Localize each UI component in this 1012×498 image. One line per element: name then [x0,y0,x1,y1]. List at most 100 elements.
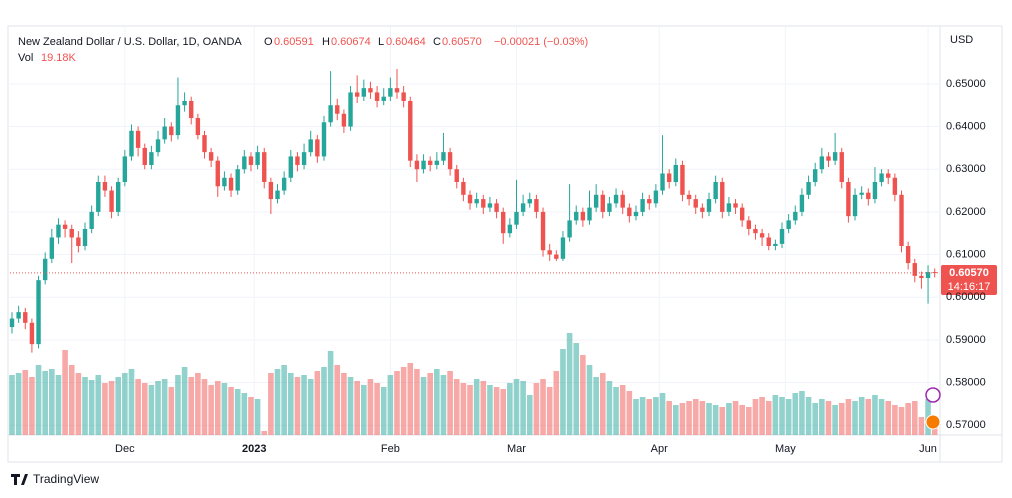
candle-body [461,182,466,195]
volume-bar [785,399,792,435]
candle-body [600,194,605,212]
volume-bar [347,377,354,435]
candle-body [135,130,141,148]
candle-body [507,224,513,234]
price-pane [9,68,940,353]
volume-bar [161,379,168,435]
price-label: 0.60570 14:16:17 [941,265,997,295]
candle-body [839,152,844,183]
volume-bar [254,399,261,435]
candle-body [182,100,187,106]
candle-body [474,199,479,204]
candle-body [799,194,805,212]
candle-body [859,192,864,195]
candle-body [746,220,752,229]
candle-body [255,152,260,165]
brand-name: TradingView [33,472,99,486]
candle-body [208,152,214,161]
volume-bar [805,397,812,435]
candle-body [149,152,154,165]
volume-bar [507,383,513,435]
candle-body [235,169,240,191]
candle-body [700,207,705,212]
volume-bar [314,371,321,435]
volume-bar [858,397,865,435]
volume-bar [905,403,911,435]
volume-key: Vol [18,52,33,64]
candle-body [580,211,586,221]
candle-body [56,224,61,238]
candle-body [753,228,758,234]
volume-bar [546,387,553,435]
y-tick-label: 0.62000 [946,206,986,218]
ohlc-value: 0.60674 [331,36,371,48]
volume-bar [513,379,520,435]
candle-body [527,199,532,204]
volume-bar [141,383,148,435]
x-tick-label: 2023 [242,443,266,455]
y-tick-label: 0.58000 [946,376,986,388]
volume-bar [759,397,765,435]
volume-bar [526,395,533,435]
volume-bar [460,383,467,435]
candle-body [879,173,884,183]
candle-body [82,228,88,247]
candle-body [653,190,659,204]
y-tick-label: 0.61000 [946,248,986,260]
volume-bar [699,401,706,435]
candle-body [640,199,645,212]
volume-bar [765,401,772,435]
volume-bar [845,399,852,435]
candle-body [102,182,108,191]
ohlc-key: C [433,36,441,48]
candle-body [467,194,473,204]
volume-bar [626,391,633,435]
candle-body [706,199,712,212]
candle-body [454,169,459,183]
volume-bar [467,385,473,435]
candle-body [607,203,612,212]
candle-body [899,194,904,247]
volume-bar [55,375,62,435]
volume-bar [613,387,619,435]
candle-body [726,203,732,212]
event-icon[interactable] [925,387,941,403]
volume-bar [885,401,892,435]
candle-body [633,211,639,217]
candle-body [647,199,652,204]
candle-body [547,250,552,255]
candle-body [925,272,931,279]
volume-bar [195,373,201,435]
candle-body [806,182,811,195]
event-icon[interactable] [925,414,941,430]
legend-header: New Zealand Dollar / U.S. Dollar, 1D, OA… [18,36,588,64]
volume-bar [619,385,626,435]
candle-body [414,160,420,170]
ohlc-value: 0.60570 [442,36,482,48]
candle-body [872,182,878,200]
volume-bar [666,401,672,435]
volume-bar [653,397,659,435]
candle-body [739,207,745,221]
volume-bar [832,405,838,435]
candle-body [587,207,592,221]
candle-body [262,152,267,183]
candle-body [23,312,28,323]
candle-body [686,194,692,200]
x-tick-label: Dec [115,443,135,455]
volume-bar [234,389,241,435]
candle-body [341,113,347,127]
volume-bar [327,351,334,435]
volume-bar [792,393,799,435]
volume-bar [201,379,208,435]
candle-body [680,164,685,195]
volume-bar [819,399,825,435]
volume-bar [9,375,15,435]
volume-bar [533,383,540,435]
volume-bar [872,395,878,435]
volume-bar [746,407,752,435]
candle-body [288,156,293,178]
candle-body [593,194,599,208]
candle-body [481,199,486,208]
volume-bar [633,399,639,435]
